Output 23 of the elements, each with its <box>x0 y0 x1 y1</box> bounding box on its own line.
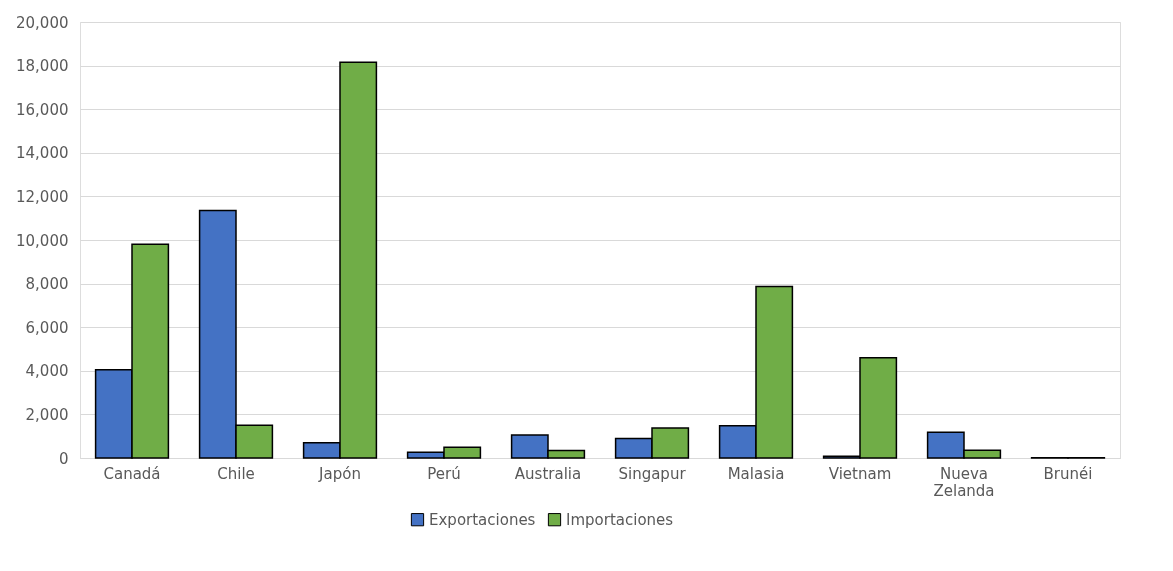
x-tick-label: Malasia <box>727 464 785 483</box>
y-tick-label: 12,000 <box>16 187 69 206</box>
x-tick-label: Chile <box>217 464 255 483</box>
x-tick-label: Brunéi <box>1043 464 1093 483</box>
x-tick-label: Vietnam <box>828 464 892 483</box>
x-tick-label: Nueva Zelanda <box>933 464 995 500</box>
y-tick-label: 18,000 <box>16 57 69 76</box>
y-tick-label: 4,000 <box>25 362 69 381</box>
y-tick-label: 10,000 <box>16 231 69 250</box>
y-tick-label: 20,000 <box>16 13 69 32</box>
x-tick-label: Perú <box>427 464 461 483</box>
x-tick-label: Singapur <box>618 464 687 483</box>
x-tick-label: Canadá <box>103 464 161 483</box>
y-tick-label: 2,000 <box>25 405 69 424</box>
y-tick-label: 8,000 <box>25 275 69 294</box>
x-tick-label: Australia <box>514 464 582 483</box>
y-tick-label: 0 <box>58 449 69 468</box>
y-tick-label: 14,000 <box>16 144 69 163</box>
x-tick-label: Japón <box>318 464 361 483</box>
legend-label: Exportaciones <box>429 510 536 529</box>
y-tick-label: 16,000 <box>16 100 69 119</box>
legend-label: Importaciones <box>566 510 674 529</box>
y-tick-label: 6,000 <box>25 318 69 337</box>
